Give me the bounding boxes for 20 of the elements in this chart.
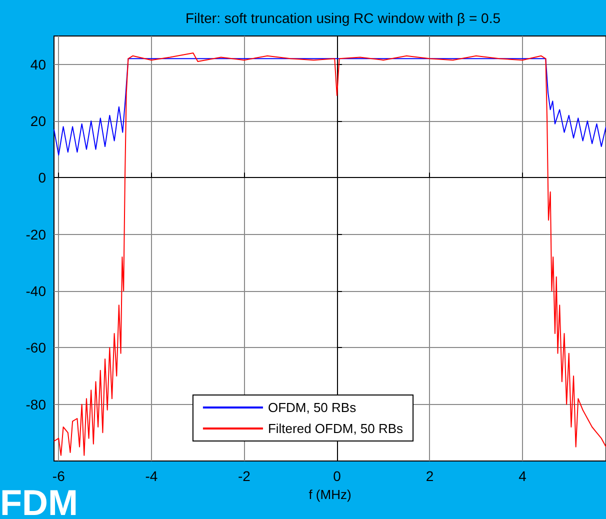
x-tick-label: -4 xyxy=(145,468,158,484)
line-series xyxy=(54,52,606,456)
legend-label: Filtered OFDM, 50 RBs xyxy=(268,421,404,436)
x-tick-label: -2 xyxy=(238,468,251,484)
x-axis-title: f (MHz) xyxy=(308,486,352,502)
y-tick-label: 0 xyxy=(38,170,46,186)
legend-label: OFDM, 50 RBs xyxy=(268,400,357,415)
y-tick-label: -20 xyxy=(26,226,46,242)
x-tick-label: 2 xyxy=(426,468,434,484)
y-tick-label: 40 xyxy=(30,56,46,72)
y-tick-label: -80 xyxy=(26,396,46,412)
y-tick-label: -40 xyxy=(26,283,46,299)
chart-title: Filter: soft truncation using RC window with β = 0.5 xyxy=(185,10,501,26)
x-tick-label: -6 xyxy=(52,468,66,484)
y-tick-label: 20 xyxy=(30,113,46,129)
slide-heading: FDM xyxy=(0,486,78,519)
y-tick-label: -60 xyxy=(26,340,46,356)
x-tick-label: 4 xyxy=(518,468,527,484)
line-series xyxy=(54,58,606,156)
x-tick-label: 0 xyxy=(333,468,342,484)
